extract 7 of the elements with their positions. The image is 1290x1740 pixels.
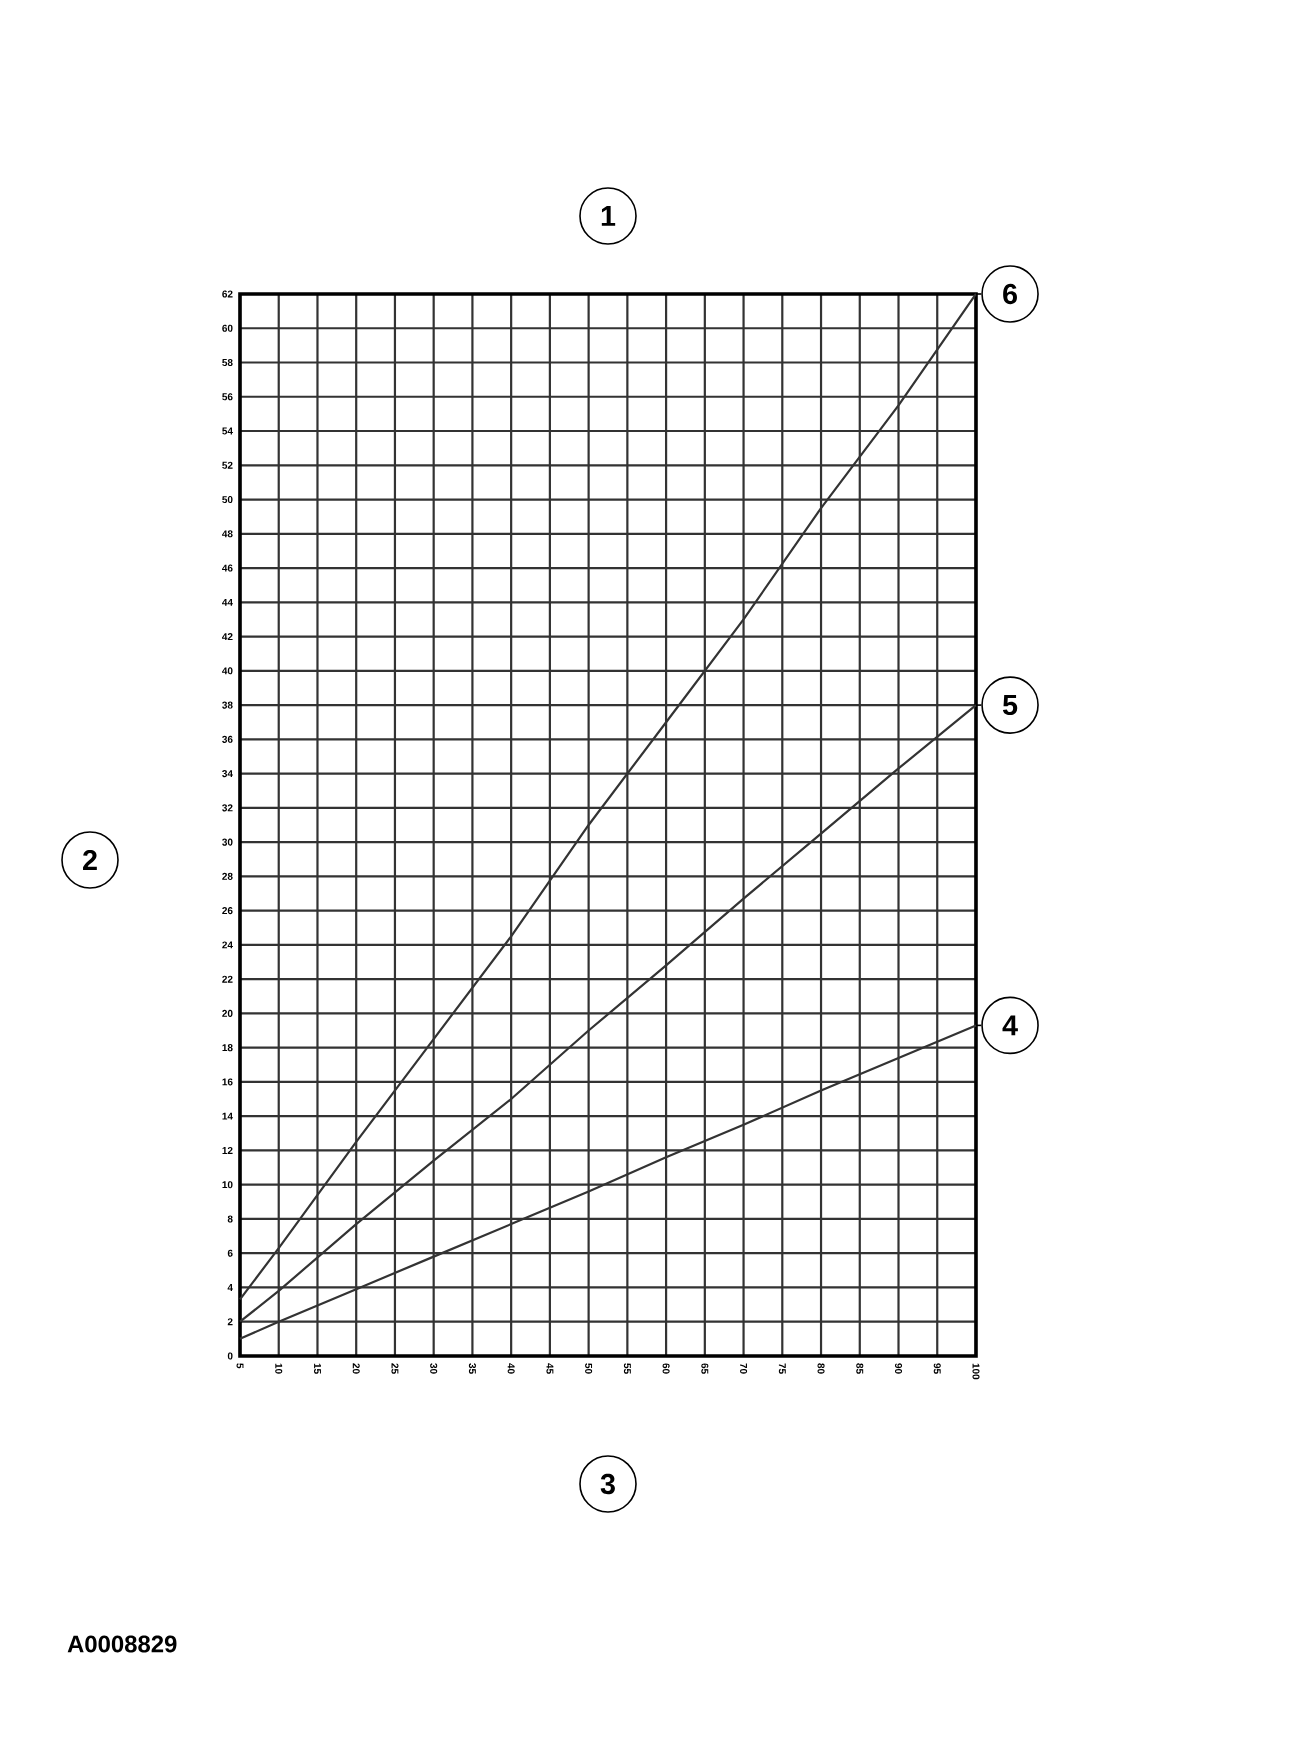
chart-title: 1 — [601, 206, 616, 226]
x-axis-title: 3 — [600, 1473, 615, 1495]
text: A0008829 — [67, 1635, 177, 1653]
series-label: 5 — [1002, 695, 1018, 716]
series-label: 6 — [1003, 283, 1017, 305]
y-axis-title: 2 — [83, 849, 97, 871]
series-label: 4 — [1002, 1015, 1018, 1036]
